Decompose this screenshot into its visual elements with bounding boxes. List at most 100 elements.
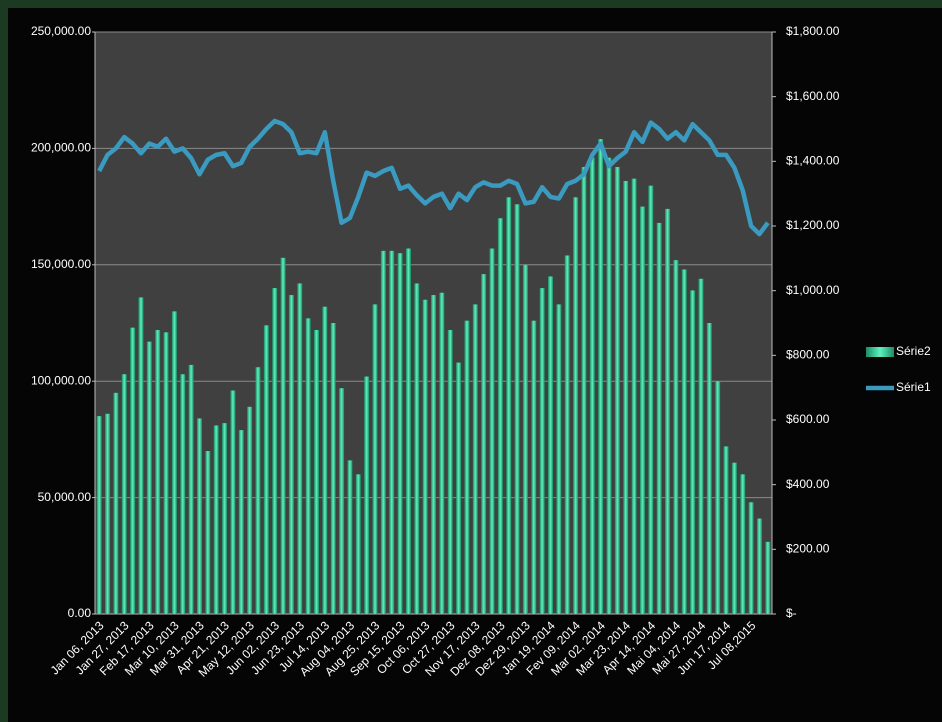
- bar: [472, 304, 478, 614]
- bar: [614, 167, 620, 615]
- y2-tick-label: $1,200.00: [786, 218, 840, 232]
- y-tick-label: 150,000.00: [31, 257, 91, 271]
- bar: [439, 292, 445, 614]
- bar: [222, 423, 228, 614]
- bar: [665, 208, 671, 615]
- bar: [648, 185, 654, 614]
- bar: [322, 306, 328, 614]
- bar: [288, 295, 294, 614]
- y2-tick-label: $800.00: [786, 348, 830, 362]
- bar: [155, 329, 161, 614]
- bar: [681, 269, 687, 614]
- bar: [723, 446, 729, 614]
- bar: [213, 425, 219, 614]
- bar: [548, 276, 554, 614]
- y2-tick-label: $1,000.00: [786, 283, 840, 297]
- bar: [690, 290, 696, 614]
- bar: [497, 218, 503, 615]
- bar: [364, 376, 370, 614]
- bar: [247, 406, 253, 614]
- bar: [347, 460, 353, 614]
- y2-tick-label: $1,600.00: [786, 89, 840, 103]
- bar: [756, 518, 762, 614]
- bar: [698, 278, 704, 614]
- bar: [606, 157, 612, 614]
- y-tick-label: 250,000.00: [31, 24, 91, 38]
- bar: [130, 327, 136, 614]
- bar: [631, 178, 637, 614]
- bar: [522, 264, 528, 614]
- bar: [230, 390, 236, 614]
- bar: [706, 323, 712, 614]
- bar: [96, 416, 102, 614]
- y-tick-label: 100,000.00: [31, 373, 91, 387]
- bar: [205, 451, 211, 614]
- bar: [514, 204, 520, 614]
- bar: [430, 295, 437, 614]
- bar: [188, 364, 194, 614]
- bar: [138, 297, 144, 614]
- bar: [731, 462, 737, 614]
- bar: [113, 392, 119, 614]
- bar: [740, 474, 746, 614]
- bar: [623, 180, 629, 614]
- bar: [489, 248, 495, 614]
- bar: [422, 299, 428, 614]
- bar: [456, 362, 462, 614]
- bar: [481, 274, 487, 614]
- bar: [581, 167, 587, 615]
- line: [97, 118, 770, 237]
- y-tick-label: 200,000.00: [31, 141, 91, 155]
- bar: [389, 250, 395, 614]
- bar: [339, 388, 345, 614]
- bar: [272, 288, 278, 614]
- bar: [380, 250, 386, 614]
- bar: [105, 413, 111, 614]
- bar: [280, 257, 286, 614]
- bar: [313, 329, 319, 614]
- y2-tick-label: $200.00: [786, 542, 830, 556]
- bar: [673, 260, 679, 614]
- bar: [573, 197, 579, 614]
- bar: [531, 320, 537, 614]
- bar: [330, 323, 336, 614]
- bar: [305, 318, 311, 614]
- bar: [355, 474, 361, 614]
- y2-tick-label: $1,400.00: [786, 154, 840, 168]
- bar: [589, 157, 595, 614]
- y-tick-label: 0.00: [68, 606, 92, 620]
- bar: [506, 197, 512, 614]
- bar: [598, 139, 604, 614]
- bar: [539, 288, 545, 614]
- legend-label: Série2: [896, 344, 931, 358]
- bar: [405, 248, 411, 614]
- bar: [656, 222, 662, 614]
- bar: [765, 541, 771, 614]
- y2-tick-label: $1,800.00: [786, 24, 840, 38]
- bar: [397, 253, 403, 614]
- bar: [180, 374, 186, 614]
- bar: [297, 283, 303, 614]
- bar: [414, 283, 420, 614]
- bar: [163, 332, 169, 614]
- y2-tick-label: $400.00: [786, 477, 830, 491]
- legend-label: Série1: [896, 380, 931, 394]
- bar: [238, 430, 244, 614]
- bar: [255, 367, 261, 614]
- y-tick-label: 50,000.00: [38, 490, 92, 504]
- bar: [447, 329, 453, 614]
- bar: [639, 206, 645, 614]
- bar: [715, 381, 721, 614]
- bar: [748, 502, 754, 614]
- bar: [196, 418, 202, 614]
- y2-tick-label: $-: [786, 606, 797, 620]
- bar: [263, 325, 269, 614]
- bar: [121, 374, 127, 614]
- bar: [564, 255, 570, 614]
- bar: [556, 304, 562, 614]
- legend-swatch: [866, 347, 894, 357]
- bar: [372, 304, 378, 614]
- bar: [171, 311, 177, 614]
- bar: [464, 320, 470, 614]
